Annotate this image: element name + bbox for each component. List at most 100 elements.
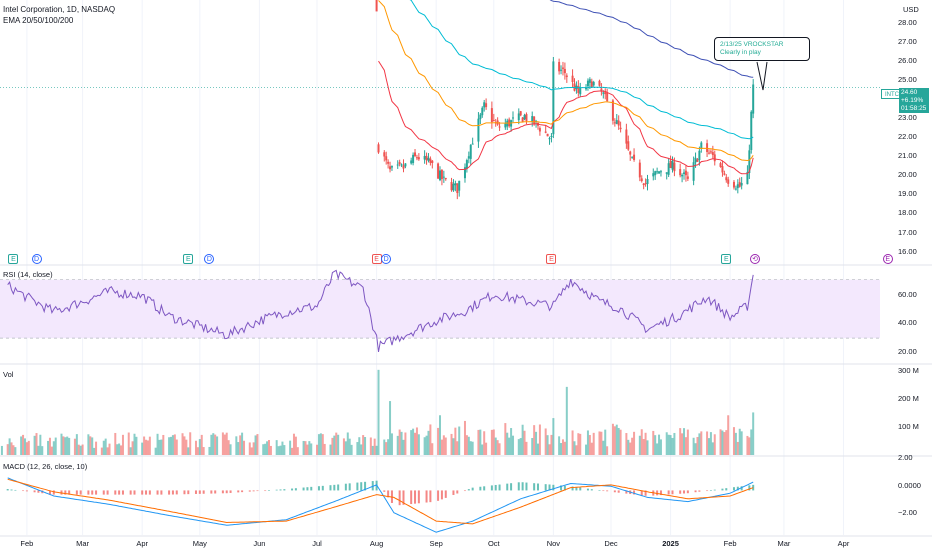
ema-50-line[interactable]: [378, 0, 754, 162]
volume-bar: [732, 427, 735, 455]
macd-histogram-bar: [644, 490, 647, 496]
macd-title[interactable]: MACD (12, 26, close, 10): [3, 462, 88, 471]
macd-histogram-bar: [667, 490, 670, 495]
note-line-2: Clearly in play: [720, 49, 761, 56]
volume-bar: [319, 433, 322, 455]
candle-body: [631, 156, 634, 158]
ema-20-line[interactable]: [378, 60, 754, 175]
volume-bar: [183, 436, 186, 455]
volume-bar: [444, 437, 447, 455]
volume-bar: [321, 434, 324, 455]
indicator-legend[interactable]: EMA 20/50/100/200: [3, 16, 74, 25]
pane-separators[interactable]: [0, 264, 932, 537]
price-pane[interactable]: [0, 0, 880, 200]
currency-label: USD: [903, 5, 919, 14]
macd-histogram-bar: [344, 483, 347, 491]
ema-200-line[interactable]: [379, 0, 754, 78]
volume-bar: [619, 429, 622, 455]
volume-bar: [713, 434, 716, 455]
macd-histogram-bar: [640, 490, 643, 496]
volume-bar: [235, 436, 238, 455]
macd-histogram-bar: [187, 490, 190, 495]
event-marker-earn[interactable]: E: [721, 254, 732, 264]
volume-bar: [100, 447, 103, 455]
volume-bar: [563, 441, 566, 455]
macd-histogram-bar: [452, 490, 455, 495]
symbol-title[interactable]: Intel Corporation, 1D, NASDAQ: [3, 5, 116, 14]
macd-histogram-bar: [694, 490, 697, 493]
event-marker-earnr[interactable]: E: [371, 254, 382, 264]
macd-histogram-bar: [275, 489, 278, 491]
candle-body: [550, 135, 553, 137]
volume-bar: [275, 440, 278, 455]
rsi-line[interactable]: [7, 269, 754, 352]
candle-body: [544, 131, 547, 133]
volume-bar: [696, 436, 699, 455]
volume-bar: [292, 433, 295, 455]
macd-histogram-bar: [709, 490, 712, 491]
volume-bar: [68, 437, 71, 455]
event-marker-earnr[interactable]: E: [546, 254, 557, 264]
event-marker-div[interactable]: D: [31, 254, 42, 264]
volume-bar: [0, 445, 3, 455]
volume-bar: [102, 440, 105, 455]
event-marker-earn[interactable]: E: [8, 254, 19, 264]
macd-histogram-bar: [579, 487, 582, 491]
volume-pane[interactable]: [0, 369, 755, 455]
macd-histogram-bar: [490, 485, 493, 491]
volume-bar: [615, 424, 618, 455]
candle-body: [752, 84, 755, 114]
macd-histogram-bar: [22, 490, 25, 492]
idea-note[interactable]: 2/13/25 VROCKSTAR Clearly in play: [714, 37, 810, 61]
candle-body: [725, 177, 728, 181]
event-marker-div[interactable]: D: [204, 254, 215, 264]
volume-bar: [248, 442, 251, 455]
volume-bar: [398, 429, 401, 455]
volume-bar: [291, 447, 294, 455]
volume-bar: [684, 437, 687, 455]
volume-bar: [471, 441, 474, 455]
volume-bar: [452, 438, 455, 455]
macd-histogram-bar: [79, 490, 82, 495]
volume-bar: [310, 443, 313, 455]
volume-bar: [371, 445, 374, 455]
volume-bar: [573, 441, 576, 455]
volume-bar: [442, 435, 445, 455]
event-marker-earn[interactable]: E: [183, 254, 194, 264]
macd-histogram-bar: [414, 490, 417, 504]
volume-bar: [427, 430, 430, 455]
event-marker-spl[interactable]: E: [882, 254, 893, 264]
macd-histogram-bar: [656, 490, 659, 496]
signal-line[interactable]: [7, 478, 754, 525]
candle-body: [588, 79, 591, 83]
volume-title[interactable]: Vol: [3, 370, 14, 379]
event-marker-spl[interactable]: ⟲: [750, 254, 761, 264]
volume-bar: [262, 444, 265, 455]
time-axis-label: Apr: [837, 539, 850, 548]
rsi-pane[interactable]: [0, 269, 880, 352]
volume-bar: [404, 432, 407, 455]
volume-bar: [658, 434, 661, 455]
volume-bar: [586, 430, 589, 455]
rsi-title[interactable]: RSI (14, close): [3, 270, 53, 279]
volume-bar: [425, 435, 428, 455]
volume-bar: [47, 440, 50, 455]
macd-pane[interactable]: [6, 477, 755, 533]
candle-body: [615, 120, 618, 124]
time-axis-label: Mar: [76, 539, 90, 548]
volume-bar: [631, 437, 634, 455]
macd-histogram-bar: [544, 484, 547, 491]
volume-bar: [304, 441, 307, 455]
macd-line[interactable]: [7, 477, 754, 533]
ema-100-line[interactable]: [379, 0, 754, 140]
macd-histogram-bar: [633, 490, 636, 495]
macd-histogram-bar: [75, 490, 78, 495]
candle-body: [483, 102, 486, 108]
volume-bar: [588, 435, 591, 455]
volume-bar: [87, 434, 90, 455]
candle-body: [586, 80, 589, 87]
candle-body: [694, 157, 697, 163]
time-axis-label: Nov: [546, 539, 561, 548]
candle-body: [458, 180, 461, 191]
event-marker-div[interactable]: D: [381, 254, 392, 264]
